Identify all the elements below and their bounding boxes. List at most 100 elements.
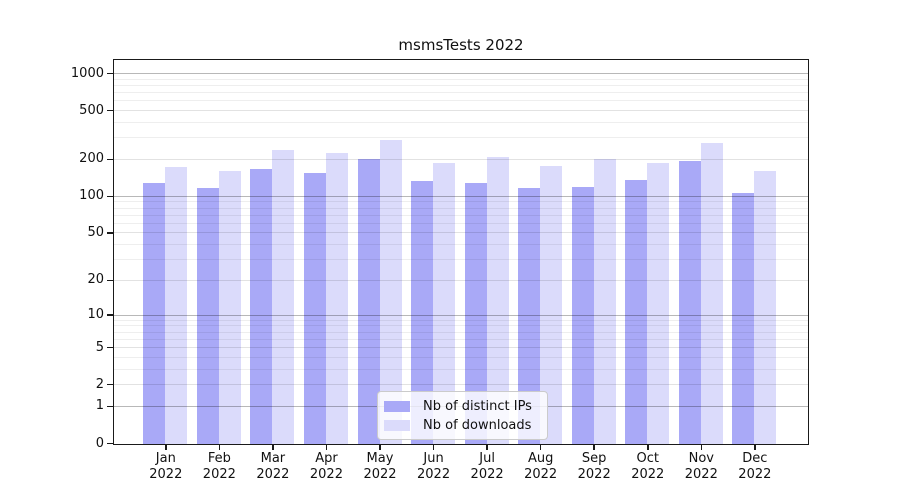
chart-title: msmsTests 2022 <box>398 36 524 54</box>
bar-ips-jul <box>464 182 487 444</box>
legend-label: Nb of distinct IPs <box>423 398 532 414</box>
bar-downloads-sep <box>593 158 616 444</box>
gridline-100 <box>114 195 808 197</box>
gridline-2 <box>114 384 808 386</box>
bar-ips-aug <box>518 188 541 444</box>
gridline-200 <box>114 158 808 160</box>
gridline-300 <box>114 137 808 139</box>
x-tick-mark <box>486 445 488 450</box>
gridline-700 <box>114 92 808 94</box>
gridline-1000 <box>114 73 808 74</box>
y-tick-mark <box>107 195 113 198</box>
gridline-80 <box>114 207 808 209</box>
gridline-90 <box>114 201 808 203</box>
x-tick-mark <box>432 445 435 450</box>
y-tick-mark <box>107 346 113 349</box>
gridline-10 <box>114 314 808 316</box>
x-tick-label-dec: Dec 2022 <box>738 451 772 482</box>
y-tick-label-1000: 1000 <box>70 65 104 81</box>
bar-downloads-jan <box>165 167 188 444</box>
x-tick-label-jul: Jul 2022 <box>470 451 504 482</box>
legend: Nb of distinct IPs Nb of downloads <box>377 391 548 440</box>
bar-downloads-jun <box>433 163 456 444</box>
x-tick-mark <box>647 445 649 450</box>
bar-downloads-oct <box>647 162 670 444</box>
gridline-30 <box>114 259 808 261</box>
gridline-8 <box>114 325 808 327</box>
x-tick-mark <box>700 445 703 450</box>
gridline-40 <box>114 244 808 246</box>
bar-downloads-nov <box>700 142 723 444</box>
plot-area <box>113 59 809 445</box>
gridline-5 <box>114 347 808 349</box>
y-tick-label-0: 0 <box>95 435 104 451</box>
bar-ips-jun <box>411 181 434 444</box>
y-tick-label-500: 500 <box>79 102 104 118</box>
gridline-20 <box>114 279 808 281</box>
gridline-9 <box>114 319 808 321</box>
gridline-400 <box>114 121 808 123</box>
bar-ips-dec <box>732 192 755 444</box>
x-tick-label-jun: Jun 2022 <box>417 451 451 482</box>
bar-ips-mar <box>250 168 273 444</box>
bar-ips-apr <box>303 173 326 444</box>
bar-downloads-mar <box>272 150 295 444</box>
x-tick-mark <box>218 445 221 450</box>
bar-ips-nov <box>678 160 701 444</box>
gridline-600 <box>114 100 808 102</box>
gridline-6 <box>114 338 808 340</box>
y-tick-mark <box>107 383 113 386</box>
gridline-70 <box>114 214 808 216</box>
gridline-4 <box>114 356 808 358</box>
legend-item-ips: Nb of distinct IPs <box>384 398 547 414</box>
bar-downloads-dec <box>754 170 777 444</box>
bar-downloads-jul <box>486 157 509 444</box>
gridline-800 <box>114 84 808 86</box>
y-tick-mark <box>107 158 113 161</box>
x-tick-label-mar: Mar 2022 <box>256 451 290 482</box>
x-tick-label-aug: Aug 2022 <box>524 451 558 482</box>
gridline-900 <box>114 78 808 80</box>
x-tick-label-sep: Sep 2022 <box>577 451 611 482</box>
bar-ips-feb <box>196 188 219 444</box>
legend-item-downloads: Nb of downloads <box>384 418 547 433</box>
y-tick-label-200: 200 <box>79 151 104 167</box>
y-tick-label-100: 100 <box>79 188 104 204</box>
y-tick-mark <box>107 72 113 75</box>
x-tick-mark <box>165 445 167 450</box>
y-tick-label-50: 50 <box>87 224 104 240</box>
y-tick-mark <box>107 279 113 282</box>
legend-swatch-ips <box>384 400 410 412</box>
y-tick-label-20: 20 <box>87 272 104 288</box>
bar-downloads-aug <box>540 166 563 444</box>
y-tick-mark <box>107 314 113 316</box>
y-tick-mark <box>107 442 113 445</box>
x-tick-mark <box>593 445 595 450</box>
y-tick-label-2: 2 <box>95 376 104 392</box>
x-tick-label-feb: Feb 2022 <box>202 451 236 482</box>
x-tick-label-apr: Apr 2022 <box>309 451 343 482</box>
bar-downloads-feb <box>218 171 241 444</box>
gridline-50 <box>114 232 808 234</box>
y-tick-mark <box>107 109 113 112</box>
bar-downloads-apr <box>325 152 348 444</box>
x-tick-mark <box>379 445 381 450</box>
gridline-500 <box>114 110 808 112</box>
x-tick-mark <box>272 445 274 450</box>
x-tick-label-may: May 2022 <box>363 451 397 482</box>
x-tick-mark <box>539 445 542 450</box>
y-tick-mark <box>107 405 113 408</box>
bar-ips-sep <box>571 186 594 444</box>
bar-ips-may <box>357 159 380 444</box>
gridline-60 <box>114 222 808 224</box>
y-tick-mark <box>107 232 113 234</box>
x-tick-mark <box>325 445 328 450</box>
x-tick-mark <box>754 445 756 450</box>
gridline-7 <box>114 331 808 333</box>
x-tick-label-nov: Nov 2022 <box>684 451 718 482</box>
legend-swatch-downloads <box>384 419 410 431</box>
gridline-3 <box>114 368 808 370</box>
y-tick-label-5: 5 <box>95 339 104 355</box>
y-tick-label-10: 10 <box>87 307 104 323</box>
